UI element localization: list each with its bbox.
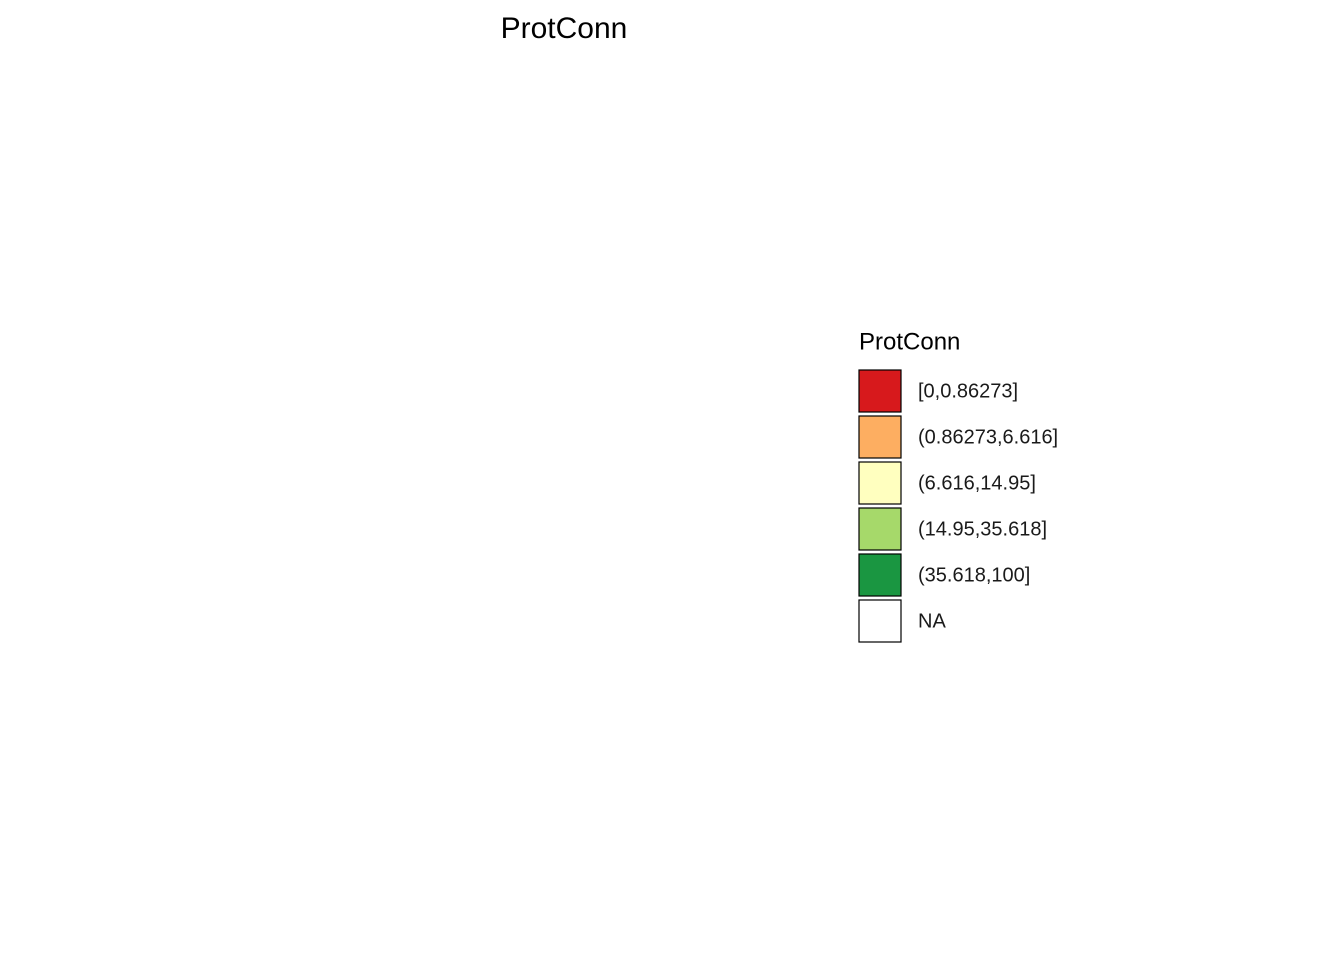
legend-label: (0.86273,6.616] — [918, 426, 1058, 448]
legend-title: ProtConn — [859, 328, 960, 355]
legend-swatch — [858, 461, 902, 505]
legend-label: NA — [918, 610, 946, 632]
legend-swatch — [858, 415, 902, 459]
legend-swatch — [858, 599, 902, 643]
legend-swatch — [858, 369, 902, 413]
legend-label: (6.616,14.95] — [918, 472, 1036, 494]
legend-label: (14.95,35.618] — [918, 518, 1047, 540]
legend-swatch — [858, 507, 902, 551]
legend-label: [0,0.86273] — [918, 380, 1018, 402]
legend-label: (35.618,100] — [918, 564, 1030, 586]
legend-swatch — [858, 553, 902, 597]
map-title: ProtConn — [501, 12, 628, 45]
